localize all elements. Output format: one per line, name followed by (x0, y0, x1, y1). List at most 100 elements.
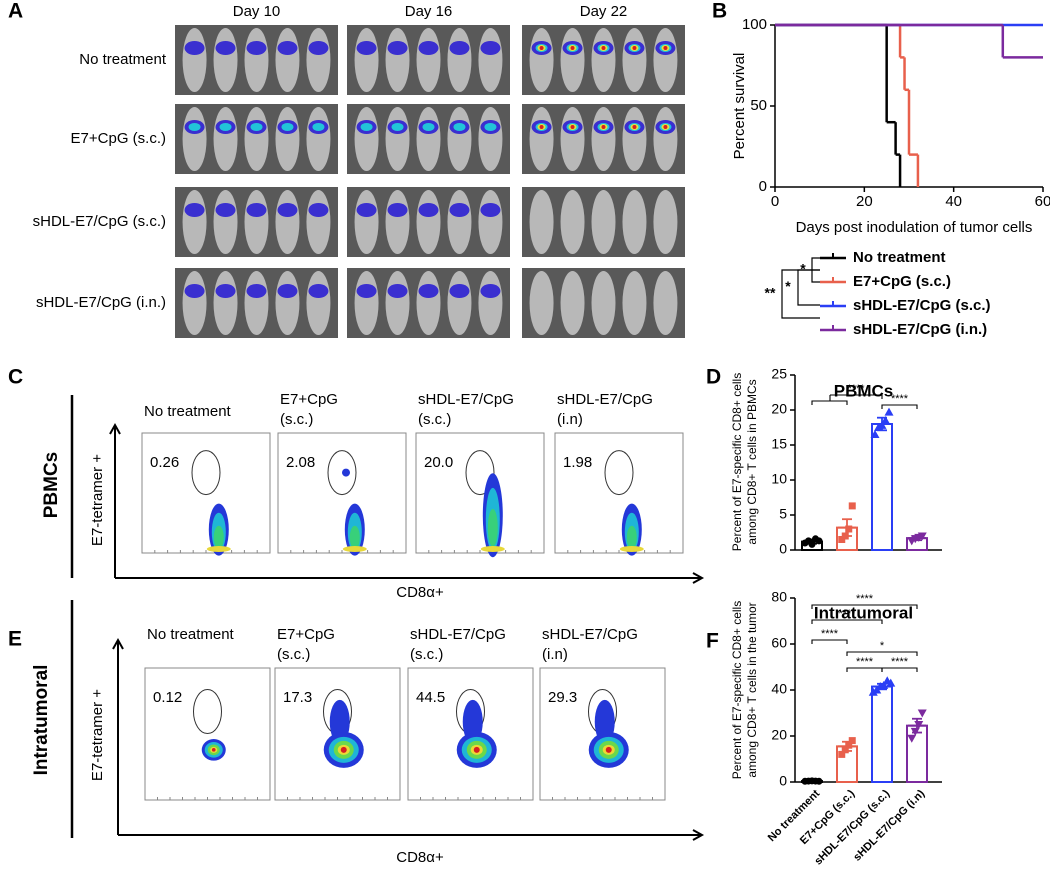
mouse (275, 190, 300, 254)
mouse (622, 271, 647, 335)
group-header: sHDL-E7/CpG (410, 626, 506, 643)
signal (356, 203, 377, 217)
significance-label: ** (765, 285, 776, 301)
section-label: Intratumoral (31, 665, 52, 776)
data-point (838, 750, 846, 758)
y-tick-label: 25 (771, 366, 787, 382)
gate (465, 450, 495, 496)
signal (277, 203, 298, 217)
mouse (182, 190, 207, 254)
signal (356, 284, 377, 298)
mouse (529, 28, 554, 92)
chart-title: Intratumoral (814, 603, 913, 622)
group-header: (s.c.) (280, 411, 313, 428)
signal (246, 203, 267, 217)
mouse (622, 107, 647, 171)
x-axis-label: CD8α+ (396, 849, 444, 866)
group-header: sHDL-E7/CpG (418, 391, 514, 408)
significance-bracket (830, 394, 883, 399)
data-point (808, 540, 816, 548)
gate-frequency: 0.12 (153, 689, 182, 706)
y-tick-label: 20 (771, 401, 787, 417)
signal (308, 203, 329, 217)
signal (418, 203, 439, 217)
x-tick-label: 60 (1035, 193, 1050, 210)
mouse (182, 271, 207, 335)
density (206, 546, 231, 552)
legend-label: No treatment (853, 249, 946, 266)
mouse (560, 28, 585, 92)
row-label: E7+CpG (s.c.) (71, 130, 166, 147)
y-tick-label: 60 (771, 635, 787, 651)
panel-label: C (8, 366, 23, 389)
density (342, 468, 350, 477)
mouse (478, 28, 503, 92)
group-header: (s.c.) (277, 646, 310, 663)
mouse (182, 107, 207, 171)
signal (663, 46, 668, 50)
data-point (910, 727, 920, 736)
panel-label: F (706, 630, 719, 653)
group-header: sHDL-E7/CpG (557, 391, 653, 408)
signal (308, 41, 329, 55)
mouse (447, 271, 472, 335)
mouse (478, 271, 503, 335)
gate (191, 450, 221, 496)
signal (281, 123, 294, 131)
signal (422, 123, 435, 131)
significance-bracket (881, 404, 918, 409)
gate-frequency: 1.98 (563, 454, 592, 471)
data-point (907, 734, 917, 743)
mouse (447, 28, 472, 92)
mouse (416, 190, 441, 254)
signal (480, 284, 501, 298)
data-point (917, 532, 927, 541)
significance-bracket (811, 619, 883, 624)
mouse (653, 107, 678, 171)
density (605, 746, 612, 753)
y-tick-label: 15 (771, 436, 787, 452)
legend-label: E7+CpG (s.c.) (853, 273, 951, 290)
y-tick-label: 80 (771, 589, 787, 605)
legend-label: sHDL-E7/CpG (s.c.) (853, 297, 991, 314)
y-axis-label: Percent of E7-specific CD8+ cells (730, 373, 744, 551)
chart-title: PBMCs (834, 381, 894, 400)
row-label: sHDL-E7/CpG (i.n.) (36, 294, 166, 311)
density (211, 748, 216, 752)
data-point (815, 777, 823, 785)
y-tick-label: 0 (759, 178, 767, 195)
significance-label: **** (891, 656, 909, 668)
mouse (416, 28, 441, 92)
significance-bracket (881, 667, 918, 672)
data-point (845, 525, 853, 533)
row-label: sHDL-E7/CpG (s.c.) (33, 213, 166, 230)
density (342, 546, 367, 552)
group-header: E7+CpG (277, 626, 335, 643)
mouse (560, 190, 585, 254)
significance-bracket (811, 257, 820, 283)
y-axis-label: among CD8+ T cells in PBMCs (745, 379, 759, 544)
signal (184, 284, 205, 298)
panel-label: A (8, 0, 23, 23)
signal (570, 125, 575, 129)
mouse (478, 107, 503, 171)
legend-label: sHDL-E7/CpG (i.n.) (853, 321, 987, 338)
signal (484, 123, 497, 131)
mouse (275, 271, 300, 335)
gate (193, 689, 222, 735)
mouse (591, 107, 616, 171)
gate-frequency: 44.5 (416, 689, 445, 706)
x-axis-label: Days post inodulation of tumor cells (796, 219, 1033, 236)
signal (418, 284, 439, 298)
data-point (841, 532, 849, 540)
mouse (653, 28, 678, 92)
mouse (591, 190, 616, 254)
mouse (354, 28, 379, 92)
signal (277, 284, 298, 298)
group-header: (s.c.) (410, 646, 443, 663)
mouse (213, 271, 238, 335)
density (626, 525, 637, 550)
mouse (416, 107, 441, 171)
y-tick-label: 0 (779, 541, 787, 557)
data-point (914, 721, 924, 729)
